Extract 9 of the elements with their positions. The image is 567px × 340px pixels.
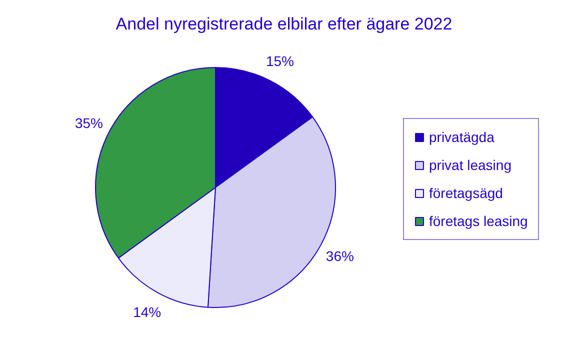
legend-label: företagsägd (429, 185, 503, 201)
legend-label: privatägda (429, 129, 494, 145)
legend-label: privat leasing (429, 157, 512, 173)
data-label: 36% (326, 248, 354, 264)
legend-label: företags leasing (429, 213, 528, 229)
chart-title: Andel nyregistrerade elbilar efter ägare 2022 (116, 14, 452, 34)
data-label: 15% (266, 52, 294, 69)
data-label: 14% (133, 304, 162, 320)
data-label: 35% (74, 115, 103, 132)
